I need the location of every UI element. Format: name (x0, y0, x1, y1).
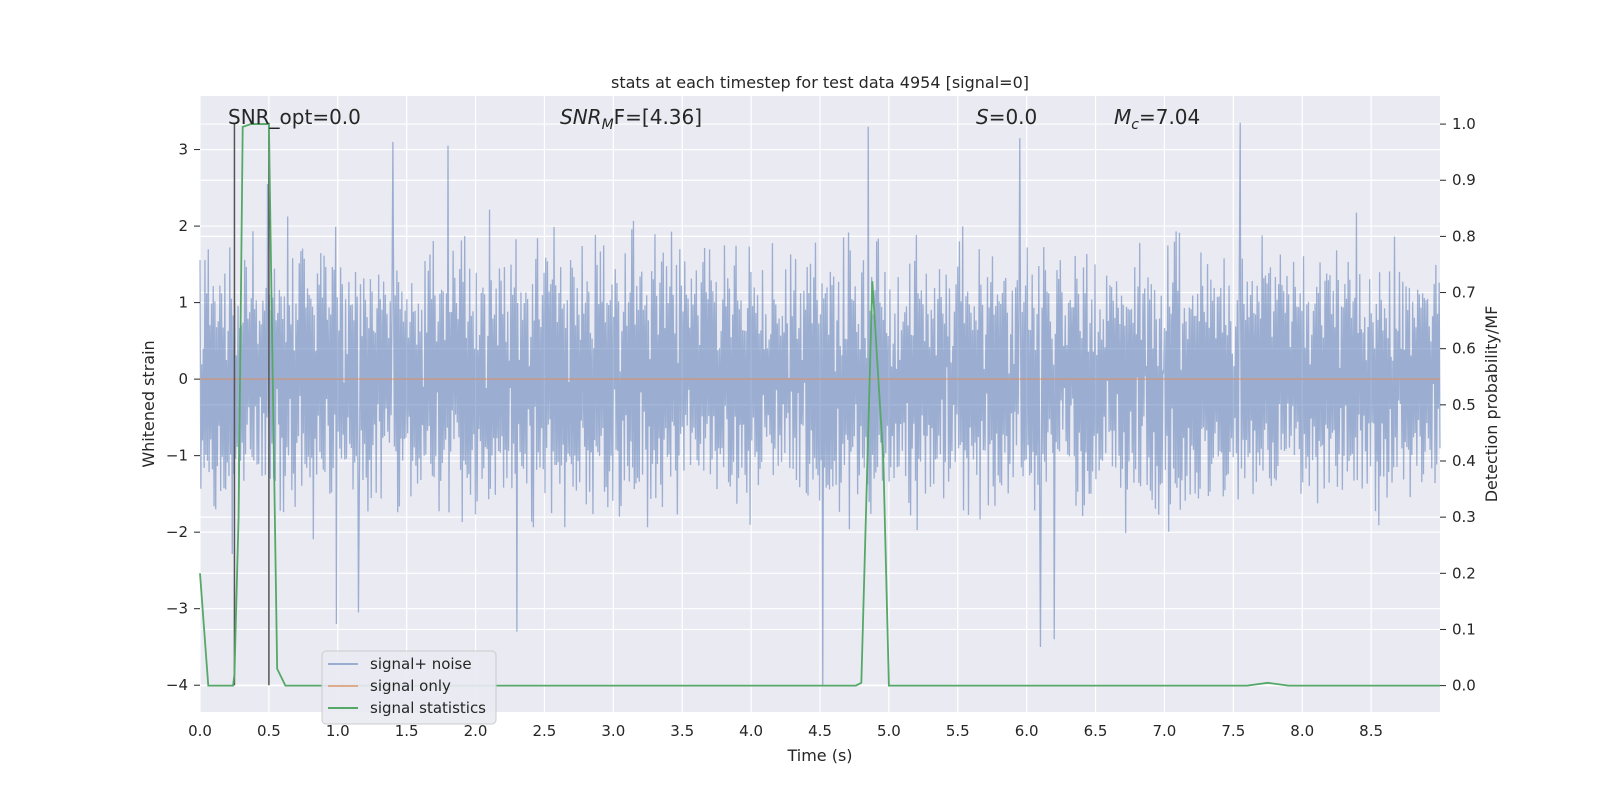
annotation-snr-mf: SNRMF=[4.36] (560, 105, 702, 133)
x-tick-label-12: 6.0 (1015, 722, 1039, 740)
snr-mf-sub: M (602, 117, 614, 133)
y2-tick-label-0: 1.0 (1452, 115, 1476, 133)
y-tick-label-1: 2 (178, 217, 188, 235)
y2-axis-label: Detection probability/MF (1482, 306, 1501, 503)
y2-tick-label-4: 0.6 (1452, 340, 1476, 358)
y2-tick-label-1: 0.9 (1452, 171, 1476, 189)
annotation-snr-opt: SNR_opt=0.0 (228, 105, 361, 129)
y-tick-label-5: −2 (166, 523, 188, 541)
mc-var: M (1114, 105, 1131, 129)
y2-tick-label-7: 0.3 (1452, 508, 1476, 526)
y-tick-label-3: 0 (178, 370, 188, 388)
y2-axis-ticks: 1.0 0.9 0.8 0.7 0.6 0.5 0.4 0.3 0.2 0.1 0.0 (1440, 115, 1476, 695)
s-var: S (976, 105, 989, 129)
annotation-s: S=0.0 (976, 105, 1037, 129)
x-tick-label-4: 2.0 (464, 722, 488, 740)
chart-title: stats at each timestep for test data 495… (611, 73, 1029, 92)
series-signal-noise (199, 122, 1441, 686)
y-tick-label-7: −4 (166, 676, 188, 694)
series-signal-statistics (199, 123, 1440, 687)
noise-series (199, 122, 1441, 686)
x-tick-label-14: 7.0 (1153, 722, 1177, 740)
snr-mf-suffix: F=[4.36] (614, 105, 702, 129)
x-tick-label-9: 4.5 (808, 722, 832, 740)
x-tick-label-2: 1.0 (326, 722, 350, 740)
y2-tick-label-10: 0.0 (1452, 677, 1476, 695)
x-tick-label-17: 8.5 (1359, 722, 1383, 740)
legend-label-stats: signal statistics (370, 699, 486, 717)
x-tick-label-3: 1.5 (395, 722, 419, 740)
x-axis-ticks: 0.0 0.5 1.0 1.5 2.0 2.5 3.0 3.5 4.0 4.5 5.0 5.5 6.0 6… (188, 722, 1383, 740)
s-value: =0.0 (989, 105, 1038, 129)
legend-box (321, 650, 497, 725)
legend: signal+ noise signal only signal statist… (321, 650, 497, 725)
y-tick-label-2: 1 (178, 294, 188, 312)
x-tick-label-5: 2.5 (533, 722, 557, 740)
legend-label-noise: signal+ noise (370, 655, 472, 673)
mc-value: =7.04 (1139, 105, 1200, 129)
y2-tick-label-3: 0.7 (1452, 284, 1476, 302)
y-tick-label-6: −3 (166, 600, 188, 618)
y2-tick-label-5: 0.5 (1452, 396, 1476, 414)
y2-tick-label-8: 0.2 (1452, 564, 1476, 582)
x-tick-label-0: 0.0 (188, 722, 212, 740)
x-tick-label-13: 6.5 (1084, 722, 1108, 740)
x-tick-label-10: 5.0 (877, 722, 901, 740)
legend-label-signal: signal only (370, 677, 451, 695)
y-axis-label: Whitened strain (139, 340, 158, 467)
mc-sub: c (1131, 117, 1139, 133)
signal-statistics-series (199, 123, 1440, 687)
snr-mf-prefix: SNR (560, 105, 602, 129)
x-tick-label-1: 0.5 (257, 722, 281, 740)
annotation-mc: Mc=7.04 (1114, 105, 1200, 133)
y2-tick-label-9: 0.1 (1452, 620, 1476, 638)
y-axis-ticks: 3 2 1 0 −1 −2 −3 −4 (166, 141, 200, 694)
x-tick-label-8: 4.0 (739, 722, 763, 740)
x-tick-label-16: 8.0 (1290, 722, 1314, 740)
y2-tick-label-2: 0.8 (1452, 227, 1476, 245)
y2-tick-label-6: 0.4 (1452, 452, 1476, 470)
y-tick-label-4: −1 (166, 447, 188, 465)
x-tick-label-7: 3.5 (670, 722, 694, 740)
x-tick-label-15: 7.5 (1221, 722, 1245, 740)
y-tick-label-0: 3 (178, 141, 188, 159)
x-tick-label-6: 3.0 (601, 722, 625, 740)
x-tick-label-11: 5.5 (946, 722, 970, 740)
x-axis-label: Time (s) (786, 746, 852, 765)
event-markers (233, 122, 270, 686)
